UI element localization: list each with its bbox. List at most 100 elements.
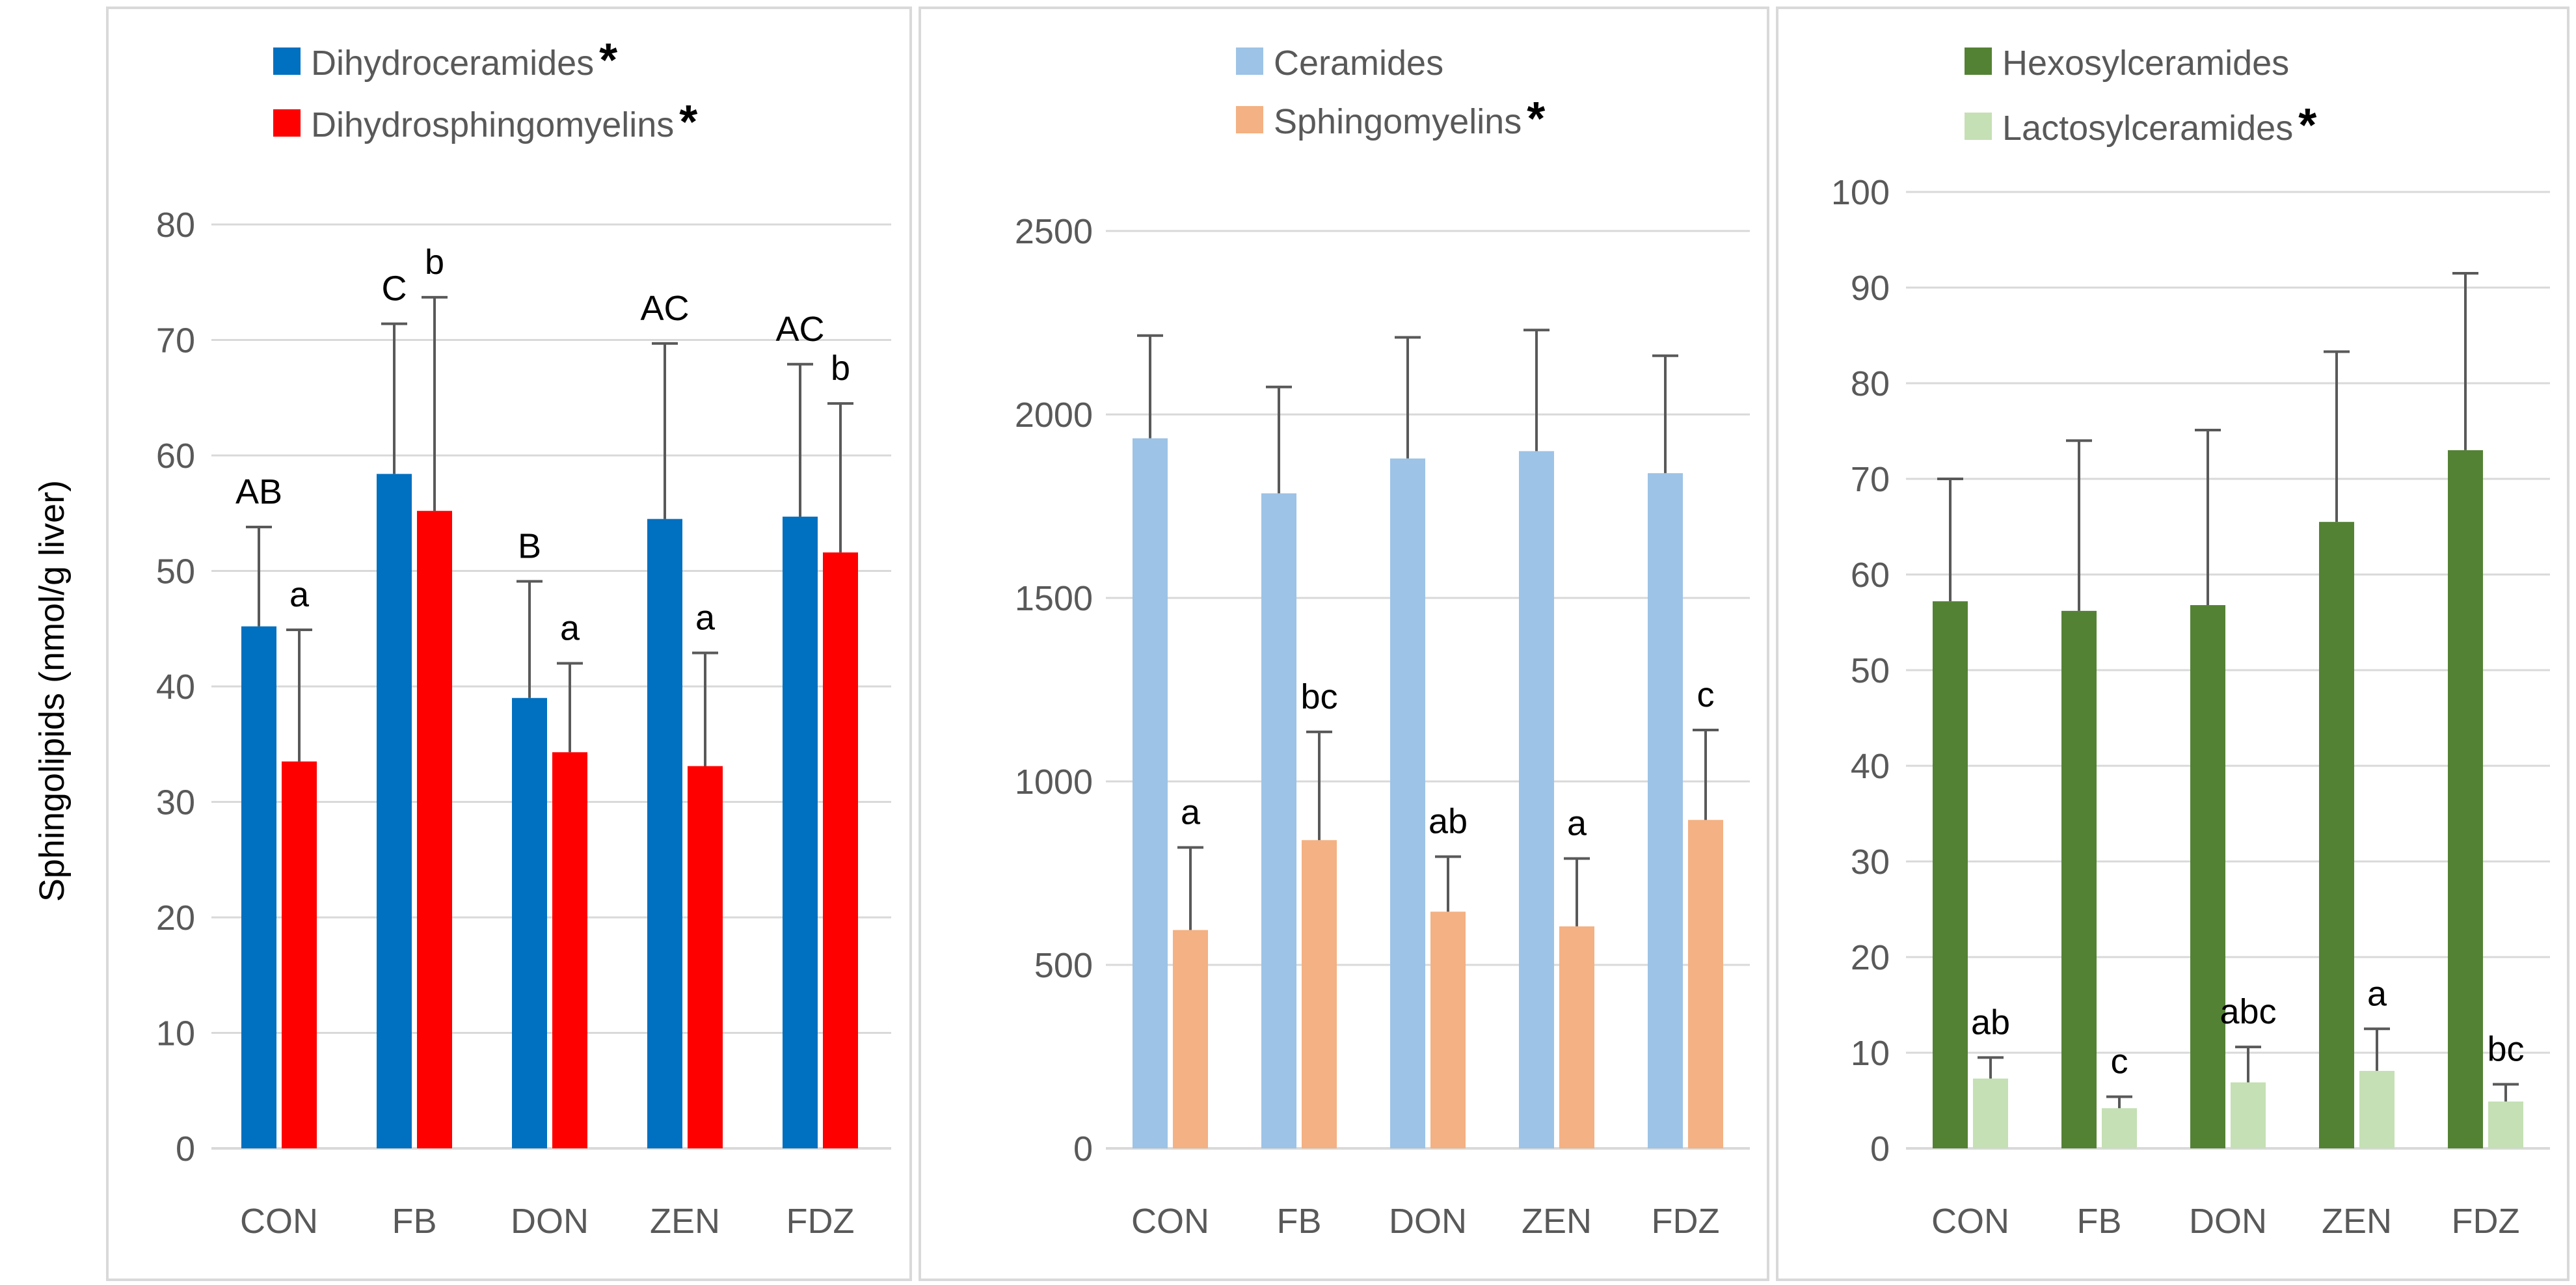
panel-1-legend: Dihydroceramides * Dihydrosphingomyelins… <box>273 34 697 148</box>
panel-2-gridlines <box>1106 230 1750 1150</box>
bar-ceramides-fb <box>1261 493 1296 1148</box>
legend-marker-dihydrosphingomyelins: * <box>679 96 697 148</box>
y-tick-label: 20 <box>156 899 195 938</box>
significance-letter: c <box>2111 1042 2128 1081</box>
panel-ceramides: a bc ab a c 0 500 1000 1500 2000 2500 CON FB DON ZEN F… <box>1015 44 1750 1241</box>
legend-label-sphingomyelins: Sphingomyelins <box>1274 102 1522 141</box>
x-tick-label-fdz: FDZ <box>786 1202 855 1241</box>
bar-dihydrosphingomyelins-fdz <box>823 552 858 1148</box>
bar-dihydrosphingomyelins-don <box>552 752 587 1148</box>
y-tick-label: 0 <box>1870 1129 1890 1169</box>
legend-marker-lactosylceramides: * <box>2298 100 2316 152</box>
significance-letter: bc <box>2487 1030 2524 1069</box>
significance-letter: a <box>560 609 580 648</box>
y-tick-label: 40 <box>156 668 195 707</box>
bar-dihydroceramides-con <box>241 626 276 1148</box>
legend-label-ceramides: Ceramides <box>1274 44 1443 83</box>
panel-2-bars: a bc ab a c <box>1133 329 1723 1149</box>
significance-letter: c <box>1697 675 1715 714</box>
legend-swatch-ceramides <box>1236 47 1263 75</box>
x-tick-label-con: CON <box>1931 1202 2009 1241</box>
significance-letter: ab <box>1429 802 1468 841</box>
legend-swatch-dihydrosphingomyelins <box>273 109 301 137</box>
legend-swatch-dihydroceramides <box>273 47 301 75</box>
panel-1-frame <box>106 7 912 1281</box>
significance-letter: B <box>518 526 541 565</box>
panel-2-legend: Ceramides Sphingomyelins * <box>1236 44 1545 145</box>
bar-ceramides-con <box>1133 438 1168 1149</box>
significance-letter: b <box>831 349 850 388</box>
panel-2-axis: 0 500 1000 1500 2000 2500 CON FB DON ZEN FDZ <box>1015 212 1720 1241</box>
panel-3-axis: 0 10 20 30 40 50 60 70 80 90 100 CON FB DON ZEN FDZ <box>1831 173 2520 1241</box>
bar-lactosylceramides-zen <box>2359 1070 2395 1148</box>
x-tick-label-fb: FB <box>392 1202 436 1241</box>
legend-marker-dihydroceramides: * <box>599 34 617 87</box>
panel-3-legend: Hexosylceramides Lactosylceramides * <box>1965 44 2316 152</box>
y-tick-label: 30 <box>1851 843 1890 882</box>
y-tick-label: 80 <box>156 206 195 245</box>
bar-dihydrosphingomyelins-zen <box>688 766 723 1148</box>
y-tick-label: 40 <box>1851 747 1890 786</box>
y-tick-label: 90 <box>1851 269 1890 308</box>
bar-dihydrosphingomyelins-con <box>282 761 317 1148</box>
legend-label-dihydrosphingomyelins: Dihydrosphingomyelins <box>311 105 674 144</box>
y-tick-label: 70 <box>156 321 195 360</box>
x-tick-label-con: CON <box>1131 1202 1209 1241</box>
bar-sphingomyelins-zen <box>1559 926 1594 1148</box>
significance-letter: AB <box>235 472 282 511</box>
bar-sphingomyelins-fdz <box>1688 820 1723 1148</box>
panel-3-gridlines <box>1906 191 2550 1150</box>
y-tick-label: 1000 <box>1015 763 1093 802</box>
y-tick-label: 50 <box>1851 651 1890 690</box>
y-tick-label: 20 <box>1851 938 1890 977</box>
x-tick-label-don: DON <box>2189 1202 2267 1241</box>
x-tick-label-zen: ZEN <box>650 1202 720 1241</box>
y-tick-label: 100 <box>1831 173 1890 212</box>
bar-dihydroceramides-fdz <box>783 517 818 1148</box>
bar-dihydroceramides-zen <box>647 519 682 1148</box>
bar-ceramides-don <box>1390 458 1425 1149</box>
y-tick-label: 2000 <box>1015 396 1093 435</box>
panel-2-frame <box>919 7 1769 1281</box>
bar-ceramides-fdz <box>1648 473 1683 1148</box>
significance-letter: bc <box>1300 677 1337 716</box>
legend-swatch-sphingomyelins <box>1236 106 1263 133</box>
x-tick-label-zen: ZEN <box>1522 1202 1592 1241</box>
bar-sphingomyelins-fb <box>1302 840 1337 1148</box>
bar-hexosylceramides-fb <box>2061 610 2097 1148</box>
legend-label-dihydroceramides: Dihydroceramides <box>311 44 594 83</box>
bar-ceramides-zen <box>1519 451 1554 1148</box>
bar-sphingomyelins-don <box>1430 912 1466 1148</box>
bar-hexosylceramides-con <box>1933 601 1968 1148</box>
panel-3-frame <box>1776 7 2569 1281</box>
y-tick-label: 70 <box>1851 460 1890 499</box>
x-tick-label-fdz: FDZ <box>1652 1202 1720 1241</box>
significance-letter: a <box>1567 804 1587 843</box>
significance-letter: a <box>1181 793 1201 832</box>
x-tick-label-con: CON <box>240 1202 318 1241</box>
y-tick-label: 50 <box>156 552 195 591</box>
x-tick-label-fb: FB <box>1276 1202 1321 1241</box>
bar-dihydroceramides-fb <box>377 474 412 1148</box>
bar-hexosylceramides-don <box>2190 605 2225 1148</box>
panel-1-axis: 0 10 20 30 40 50 60 70 80 CON FB DON ZEN FDZ <box>156 206 855 1241</box>
legend-swatch-hexosylceramides <box>1965 47 1992 75</box>
significance-letter: ab <box>1971 1003 2010 1042</box>
bar-lactosylceramides-con <box>1973 1078 2008 1148</box>
bar-dihydroceramides-don <box>512 697 547 1148</box>
y-tick-label: 60 <box>1851 556 1890 595</box>
y-tick-label: 30 <box>156 783 195 822</box>
y-tick-label: 2500 <box>1015 212 1093 251</box>
bar-lactosylceramides-fb <box>2102 1108 2137 1148</box>
bar-sphingomyelins-con <box>1173 930 1208 1148</box>
y-tick-label: 0 <box>1073 1129 1093 1169</box>
y-axis-label: Sphingolipids (nmol/g liver) <box>33 480 72 902</box>
significance-letter: a <box>2367 974 2387 1013</box>
y-tick-label: 80 <box>1851 364 1890 403</box>
significance-letter: abc <box>2220 992 2276 1031</box>
y-tick-label: 10 <box>156 1014 195 1053</box>
legend-label-lactosylceramides: Lactosylceramides <box>2002 109 2293 148</box>
